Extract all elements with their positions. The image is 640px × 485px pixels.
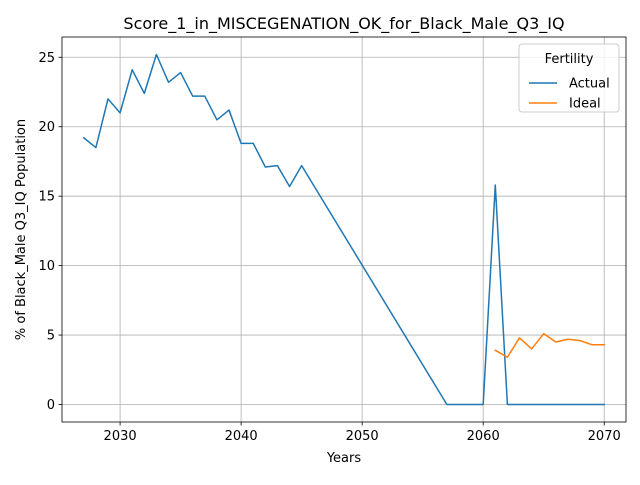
y-tick-label: 25 bbox=[38, 51, 55, 66]
y-tick-label: 10 bbox=[38, 259, 55, 274]
legend-entries: Actual Ideal bbox=[529, 77, 610, 112]
x-tick-label: 2040 bbox=[225, 429, 258, 444]
chart-title: Score_1_in_MISCEGENATION_OK_for_Black_Ma… bbox=[123, 14, 564, 34]
legend-box bbox=[518, 43, 620, 113]
x-tick-label: 2030 bbox=[104, 429, 137, 444]
axis-ticks: 2030 2040 2050 2060 2070 0 5 10 15 20 25 bbox=[38, 51, 620, 444]
y-tick-label: 20 bbox=[38, 120, 55, 135]
series-line-ideal bbox=[494, 332, 605, 359]
legend: Fertility Actual Ideal bbox=[518, 43, 620, 113]
plot-frame bbox=[61, 36, 627, 423]
x-tick-label: 2060 bbox=[467, 429, 500, 444]
y-axis-label: % of Black_Male Q3_IQ Population bbox=[14, 119, 29, 340]
x-tick-label: 2050 bbox=[346, 429, 379, 444]
legend-label-ideal: Ideal bbox=[569, 97, 601, 112]
y-tick-label: 5 bbox=[47, 329, 55, 344]
y-tick-label: 15 bbox=[38, 190, 55, 205]
legend-label-actual: Actual bbox=[569, 77, 610, 92]
x-axis-label: Years bbox=[326, 451, 362, 466]
x-tick-label: 2070 bbox=[588, 429, 621, 444]
y-tick-label: 0 bbox=[47, 398, 55, 413]
legend-title: Fertility bbox=[545, 52, 594, 67]
series-lines bbox=[82, 53, 605, 406]
series-line-actual bbox=[82, 53, 605, 406]
